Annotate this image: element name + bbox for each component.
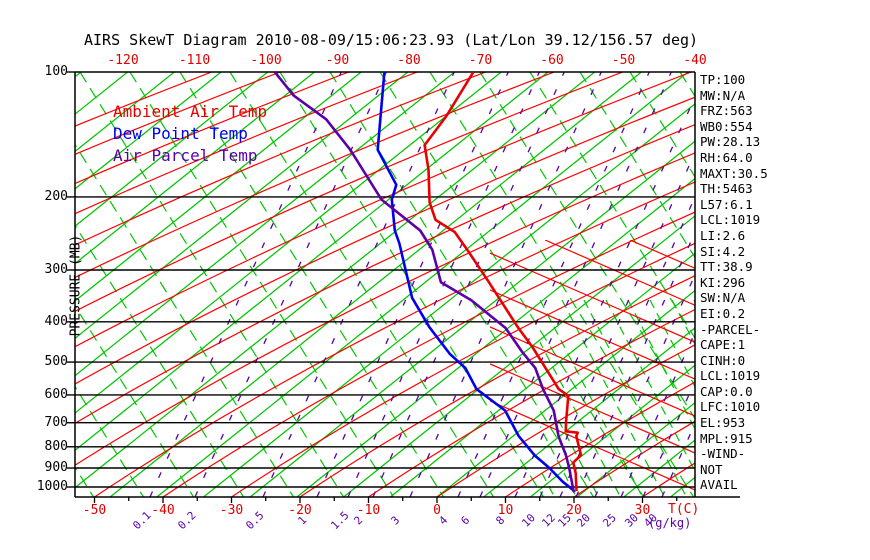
- profile-curves: [273, 72, 583, 493]
- stat-item: MAXT:30.5: [700, 165, 768, 181]
- mixing-ratio-line: [316, 72, 509, 497]
- temp-bottom-tick-label: 0: [433, 503, 441, 518]
- stat-item: CAPE:1: [700, 337, 746, 353]
- stat-item: TT:38.9: [700, 259, 753, 275]
- pressure-tick-label: 900: [44, 460, 68, 475]
- stat-item: LCL:1019: [700, 212, 761, 228]
- pressure-tick-label: 300: [44, 262, 68, 277]
- temp-unit-label: T(C): [668, 502, 700, 517]
- temp-bottom-tick-label: -20: [288, 503, 312, 518]
- temp-top-tick-label: -110: [178, 53, 211, 68]
- pressure-tick-label: 200: [44, 188, 68, 204]
- mixing-ratio-line: [372, 72, 565, 497]
- stat-item: MW:N/A: [700, 87, 746, 103]
- dew-point-temp-curve: [376, 72, 576, 493]
- stat-item: -WIND-: [700, 446, 746, 462]
- mixing-ratio-line: [559, 195, 695, 497]
- stat-item: EL:953: [700, 415, 746, 431]
- mixing-ratio-line: [514, 95, 695, 497]
- temp-top-tick-label: -50: [611, 53, 636, 68]
- pressure-tick-label: 700: [44, 414, 68, 430]
- mixing-ratio-line: [479, 72, 672, 497]
- air-parcel-temp-curve: [273, 72, 576, 493]
- mixing-ratio-line: [594, 273, 695, 497]
- legend-air-parcel-temp: Air Parcel Temp: [113, 146, 258, 165]
- temp-bottom-tick-label: -10: [356, 503, 381, 518]
- temp-top-tick-label: -120: [107, 53, 139, 68]
- stat-item: LI:2.6: [700, 227, 746, 243]
- pressure-tick-label: 100: [44, 64, 68, 79]
- pressure-grid: [67, 71, 740, 503]
- stat-item: SW:N/A: [700, 290, 746, 306]
- temp-bottom-tick-label: 30: [634, 503, 651, 518]
- mixing-ratio-line: [194, 72, 387, 497]
- mixing-ratio-line: [262, 72, 455, 497]
- temp-top-tick-label: -70: [468, 53, 493, 68]
- temp-top-tick-label: -90: [325, 53, 350, 68]
- mixing-ratio-line: [539, 150, 695, 497]
- legend-dew-point-temp: Dew Point Temp: [113, 124, 248, 143]
- temp-bottom-tick-label: -30: [219, 503, 244, 518]
- stat-item: NOT: [700, 461, 723, 477]
- stat-item: FRZ:563: [700, 103, 753, 119]
- stat-item: MPL:915: [700, 430, 753, 446]
- mixing-ratio-line: [149, 72, 342, 497]
- stat-item: AVAIL: [700, 477, 738, 493]
- stat-item: PW:28.13: [700, 134, 761, 150]
- stat-item: CAP:0.0: [700, 383, 753, 399]
- sounding-indices-panel: TP:100 MW:N/A FRZ:563 WB0:554 PW:28.13 RH:64.…: [700, 72, 768, 493]
- pressure-tick-label: 400: [44, 313, 68, 329]
- stat-item: LFC:1010: [700, 399, 761, 415]
- mixing-ratio-line: [409, 72, 602, 497]
- legend-ambient-air-temp: Ambient Air Temp: [113, 102, 268, 121]
- stat-item: WB0:554: [700, 118, 753, 134]
- ambient-air-temp-curve: [423, 72, 583, 492]
- stat-item: TP:100: [700, 72, 746, 87]
- temp-top-tick-label: -100: [250, 53, 282, 68]
- temp-top-tick-label: -40: [683, 53, 707, 68]
- mixing-ratio-line: [457, 72, 650, 497]
- temp-bottom-tick-label: -40: [151, 503, 175, 518]
- stat-item: RH:64.0: [700, 149, 753, 165]
- mixing-ratio-line: [575, 230, 695, 497]
- chart-title: AIRS SkewT Diagram 2010-08-09/15:06:23.9…: [84, 31, 699, 49]
- stat-item: LCL:1019: [700, 368, 761, 384]
- temp-bottom-tick-label: 10: [497, 503, 514, 518]
- temp-bottom-tick-label: 20: [566, 503, 582, 518]
- pressure-tick-label: 600: [44, 386, 68, 402]
- pressure-tick-label: 800: [44, 438, 68, 454]
- stat-item: -PARCEL-: [700, 321, 761, 337]
- stat-item: TH:5463: [700, 181, 753, 197]
- pressure-tick-label: 1000: [36, 479, 68, 494]
- pressure-tick-label: 500: [44, 354, 68, 370]
- stat-item: KI:296: [700, 274, 746, 290]
- temp-top-tick-label: -60: [540, 53, 564, 68]
- temp-top-tick-label: -80: [397, 53, 421, 68]
- stat-item: EI:0.2: [700, 305, 746, 321]
- skewt-background: [75, 72, 695, 497]
- temp-bottom-tick-label: -50: [82, 503, 107, 518]
- stat-item: SI:4.2: [700, 243, 746, 259]
- stat-item: CINH:0: [700, 352, 746, 368]
- pressure-axis-title: PRESSURE (MB): [68, 234, 84, 337]
- mixing-unit-label: (g/kg): [648, 516, 692, 530]
- stat-item: L57:6.1: [700, 196, 753, 212]
